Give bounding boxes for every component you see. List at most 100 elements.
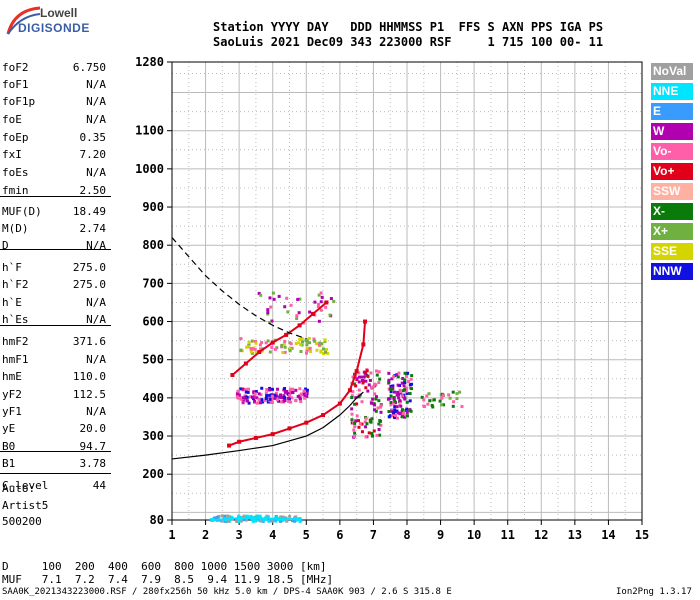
echo-point [264, 391, 268, 395]
legend-item: NNW [651, 263, 693, 280]
echo-point [270, 387, 274, 391]
echo-point [288, 393, 292, 397]
echo-point [392, 390, 396, 394]
echo-point [288, 514, 292, 518]
echo-point [447, 393, 451, 397]
legend-item: Vo+ [651, 163, 693, 180]
echo-point [270, 394, 274, 398]
echo-point [366, 389, 370, 393]
echo-point [372, 385, 376, 389]
echo-point [283, 387, 287, 391]
echo-point [377, 370, 381, 374]
echo-point [252, 390, 256, 394]
echo-point [249, 347, 253, 351]
echo-point [370, 431, 374, 435]
logo-lowell: Lowell [40, 6, 78, 20]
echo-point [404, 389, 408, 393]
echo-point [398, 388, 402, 392]
echo-point [268, 393, 272, 397]
echo-point [410, 374, 414, 378]
echo-point [408, 408, 412, 412]
param-name: yE [2, 422, 16, 435]
echo-point [249, 395, 253, 399]
echo-point [357, 388, 361, 392]
echo-point [319, 300, 323, 304]
param-value: 20.0 [79, 422, 107, 435]
param-name: h`Es [2, 313, 29, 326]
echo-point [400, 394, 404, 398]
echo-point [379, 423, 383, 427]
echo-point [313, 300, 317, 304]
echo-point [242, 396, 246, 400]
echo-point [371, 397, 375, 401]
echo-point [405, 407, 409, 411]
separator-line [0, 325, 111, 326]
echo-point [305, 343, 309, 347]
echo-point [239, 337, 243, 341]
echo-point [278, 519, 282, 523]
echo-point [420, 395, 424, 399]
echo-point [360, 379, 364, 383]
legend-item: SSE [651, 243, 693, 260]
echo-point [260, 341, 264, 345]
echo-point [350, 412, 354, 416]
echo-point [387, 378, 391, 382]
echo-point [239, 397, 243, 401]
param-name: foE [2, 113, 22, 126]
echo-point [283, 345, 287, 349]
echo-point [357, 380, 361, 384]
echo-point [243, 396, 247, 400]
trace-line [231, 301, 328, 376]
echo-point [245, 395, 249, 399]
echo-point [350, 418, 354, 422]
echo-point [299, 400, 303, 404]
echo-point [266, 395, 270, 399]
echo-point [322, 352, 326, 356]
echo-point [264, 396, 268, 400]
echo-point [272, 297, 276, 301]
echo-point [247, 401, 251, 405]
echo-point [405, 410, 409, 414]
echo-point [255, 401, 259, 405]
echo-point [305, 351, 309, 355]
echo-point [440, 396, 444, 400]
echo-point [448, 396, 452, 400]
echo-point [426, 402, 430, 406]
echo-point [235, 394, 239, 398]
echo-point [245, 345, 249, 349]
echo-point [375, 373, 379, 377]
echo-point [287, 400, 291, 404]
echo-point [282, 342, 286, 346]
echo-point [395, 405, 399, 409]
echo-point [253, 339, 257, 343]
echo-point [294, 388, 298, 392]
echo-point [246, 390, 250, 394]
echo-point [305, 388, 309, 392]
legend-item: NoVal [651, 63, 693, 80]
echo-point [397, 371, 401, 375]
param-name: D [2, 239, 9, 252]
echo-point [281, 351, 285, 355]
echo-point [268, 397, 272, 401]
echo-point [387, 410, 391, 414]
echo-point [386, 397, 390, 401]
echo-point [279, 400, 283, 404]
param-name: hmE [2, 370, 22, 383]
echo-point [373, 382, 377, 386]
echo-point [325, 348, 329, 352]
echo-point [328, 313, 332, 317]
echo-point [350, 394, 354, 398]
param-value: N/A [86, 166, 106, 179]
echo-point [298, 337, 302, 341]
echo-point [455, 392, 459, 396]
y-tick-label: 1100 [135, 124, 164, 138]
echo-point [400, 410, 404, 414]
echo-point [217, 514, 221, 518]
echo-point [288, 391, 292, 395]
echo-point [374, 409, 378, 413]
echo-point [289, 342, 293, 346]
echo-point [400, 381, 404, 385]
echo-point [275, 394, 279, 398]
echo-point [319, 291, 323, 295]
echo-point [452, 400, 456, 404]
